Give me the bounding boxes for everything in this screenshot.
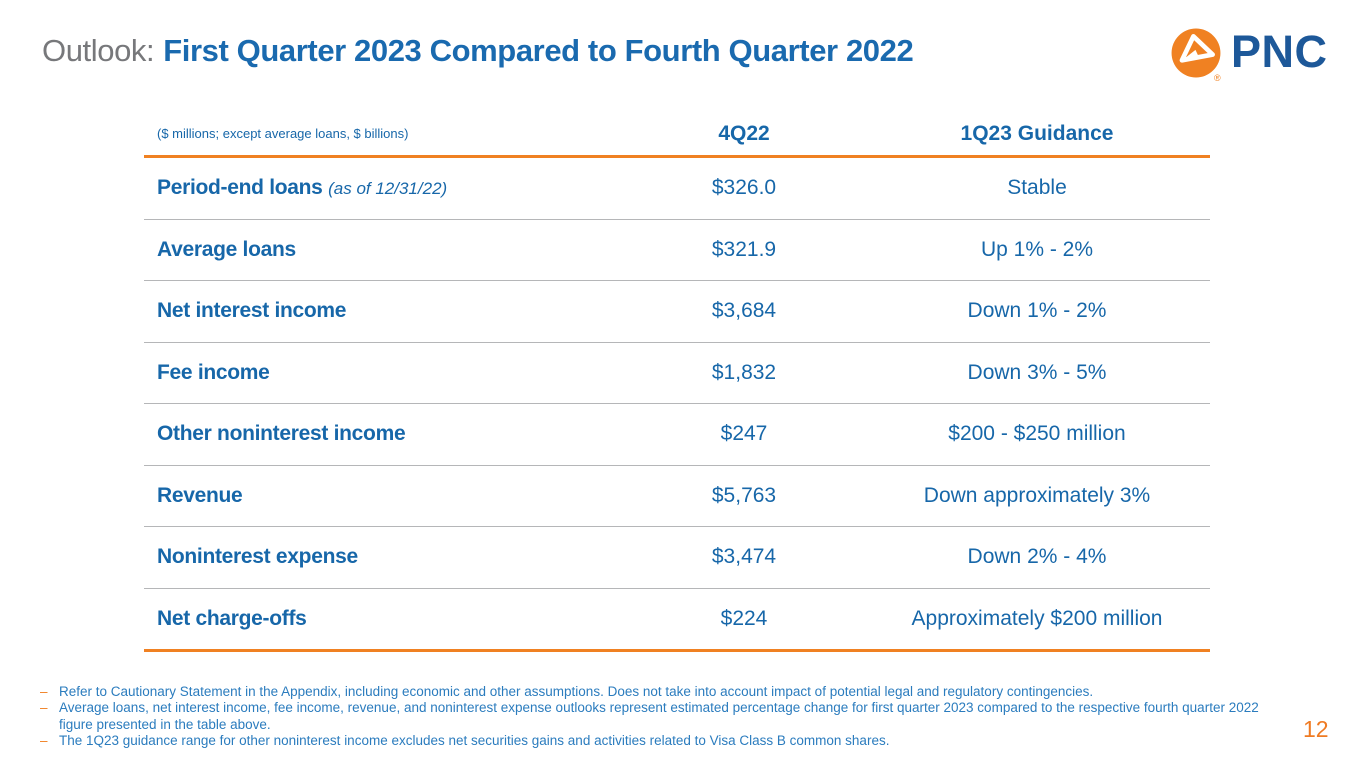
row-4q22-value: $321.9 bbox=[711, 237, 777, 261]
row-label: Other noninterest income bbox=[144, 422, 624, 446]
footnote-text: Refer to Cautionary Statement in the App… bbox=[59, 684, 1094, 699]
pnc-triangle-icon: ® bbox=[1170, 27, 1222, 83]
row-label: Fee income bbox=[144, 361, 624, 385]
row-label: Revenue bbox=[144, 484, 624, 508]
unit-note: ($ millions; except average loans, $ bil… bbox=[157, 126, 409, 141]
row-guidance-value: Up 1% - 2% bbox=[980, 237, 1094, 261]
title-prefix: Outlook: bbox=[42, 33, 155, 68]
title-main: First Quarter 2023 Compared to Fourth Qu… bbox=[163, 33, 914, 68]
footnote-dash: – bbox=[40, 700, 48, 716]
table-row: Net charge-offs $224 Approximately $200 … bbox=[144, 589, 1210, 652]
footnote-dash: – bbox=[40, 733, 48, 749]
row-label: Period-end loans (as of 12/31/22) bbox=[144, 176, 624, 200]
row-label-text: Average loans bbox=[157, 237, 296, 261]
footnote-item: – Average loans, net interest income, fee… bbox=[40, 700, 1275, 733]
column-header-1q23-guidance: 1Q23 Guidance bbox=[960, 121, 1114, 145]
registered-mark: ® bbox=[1214, 73, 1221, 83]
table-row: Average loans $321.9 Up 1% - 2% bbox=[144, 220, 1210, 281]
footnote-item: – The 1Q23 guidance range for other nonin… bbox=[40, 733, 1275, 749]
row-guidance-value: Down 2% - 4% bbox=[967, 545, 1107, 569]
row-label-text: Other noninterest income bbox=[157, 422, 406, 446]
row-guidance-value: Stable bbox=[1007, 176, 1067, 200]
table-row: Period-end loans (as of 12/31/22) $326.0… bbox=[144, 158, 1210, 220]
row-4q22-value: $326.0 bbox=[711, 176, 777, 200]
row-guidance-value: Down 3% - 5% bbox=[967, 360, 1107, 384]
row-guidance-value: Down approximately 3% bbox=[923, 483, 1151, 507]
footnote-dash: – bbox=[40, 684, 48, 699]
footnote-item: – Refer to Cautionary Statement in the Ap… bbox=[40, 684, 1275, 700]
row-guidance-value: $200 - $250 million bbox=[948, 422, 1126, 446]
footnotes: – Refer to Cautionary Statement in the Ap… bbox=[40, 684, 1275, 750]
row-label: Average loans bbox=[144, 238, 624, 262]
row-4q22-value: $5,763 bbox=[711, 483, 777, 507]
outlook-table: ($ millions; except average loans, $ bil… bbox=[144, 112, 1210, 652]
row-label: Net interest income bbox=[144, 299, 624, 323]
row-guidance-value: Down 1% - 2% bbox=[967, 299, 1107, 323]
table-row: Fee income $1,832 Down 3% - 5% bbox=[144, 343, 1210, 404]
row-4q22-value: $3,474 bbox=[711, 545, 777, 569]
row-4q22-value: $3,684 bbox=[711, 299, 777, 323]
table-row: Noninterest expense $3,474 Down 2% - 4% bbox=[144, 527, 1210, 589]
row-4q22-value: $247 bbox=[720, 422, 768, 446]
row-label-text: Net charge-offs bbox=[157, 606, 307, 630]
footnote-text: The 1Q23 guidance range for other nonint… bbox=[59, 733, 890, 749]
row-label: Noninterest expense bbox=[144, 545, 624, 569]
table-row: Net interest income $3,684 Down 1% - 2% bbox=[144, 281, 1210, 343]
row-label-text: Fee income bbox=[157, 360, 270, 384]
table-row: Other noninterest income $247 $200 - $25… bbox=[144, 404, 1210, 466]
row-4q22-value: $1,832 bbox=[711, 360, 777, 384]
column-header-4q22: 4Q22 bbox=[718, 121, 770, 145]
table-row: Revenue $5,763 Down approximately 3% bbox=[144, 466, 1210, 527]
row-label: Net charge-offs bbox=[144, 607, 624, 631]
row-label-text: Net interest income bbox=[157, 299, 347, 323]
footnote-text: Average loans, net interest income, fee … bbox=[59, 700, 1259, 732]
row-label-text: Period-end loans bbox=[157, 176, 323, 200]
page-title: Outlook: First Quarter 2023 Compared to F… bbox=[42, 33, 914, 69]
pnc-logo: ® PNC bbox=[1170, 27, 1328, 83]
row-4q22-value: $224 bbox=[720, 606, 768, 630]
table-header-row: ($ millions; except average loans, $ bil… bbox=[144, 112, 1210, 158]
row-label-text: Noninterest expense bbox=[157, 545, 358, 569]
row-guidance-value: Approximately $200 million bbox=[911, 606, 1163, 630]
page-number: 12 bbox=[1303, 716, 1329, 742]
row-label-note: (as of 12/31/22) bbox=[328, 179, 448, 199]
pnc-wordmark: PNC bbox=[1231, 26, 1328, 77]
row-label-text: Revenue bbox=[157, 483, 243, 507]
